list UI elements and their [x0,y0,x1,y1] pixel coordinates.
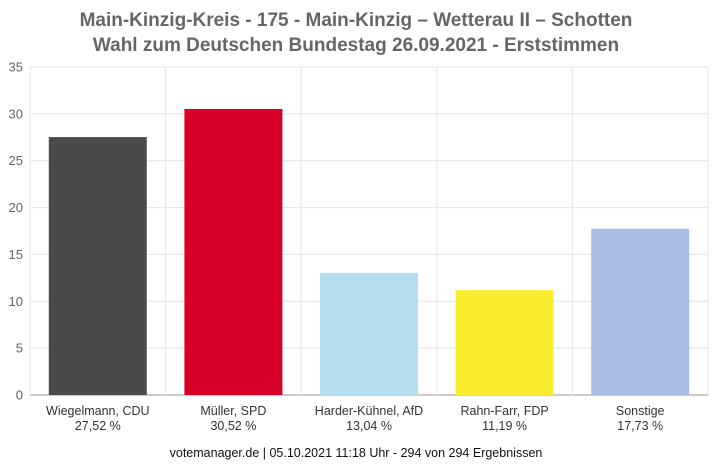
bars [48,108,690,396]
y-tick-label: 0 [16,388,23,403]
category-label: Müller, SPD [200,404,266,418]
y-tick-label: 35 [9,60,23,75]
category-label: Sonstige [616,404,665,418]
y-tick-label: 10 [9,294,23,309]
y-tick-label: 20 [9,200,23,215]
y-tick-label: 5 [16,341,23,356]
category-label: Wiegelmann, CDU [46,404,150,418]
bar [184,108,283,395]
y-axis-ticks: 0 5 10 15 20 25 30 35 [9,60,23,403]
bar [455,290,554,395]
chart-title-line-1: Main-Kinzig-Kreis - 175 - Main-Kinzig – … [79,10,633,31]
value-label: 27,52 % [75,419,121,433]
y-tick-label: 30 [9,106,23,121]
value-label: 11,19 % [482,419,527,433]
bar [48,137,147,396]
value-label: 17,73 % [617,419,663,433]
category-label: Rahn-Farr, FDP [460,404,548,418]
value-label: 30,52 % [210,419,256,433]
chart-title-line-2: Wahl zum Deutschen Bundestag 26.09.2021 … [92,35,620,56]
y-tick-label: 25 [9,153,23,168]
bar [320,272,418,395]
category-label: Harder-Kühnel, AfD [315,404,423,418]
footer-source: votemanager.de | 05.10.2021 11:18 Uhr - … [169,446,543,460]
value-label: 13,04 % [346,419,392,433]
bar [591,228,690,395]
y-tick-label: 15 [9,247,23,262]
